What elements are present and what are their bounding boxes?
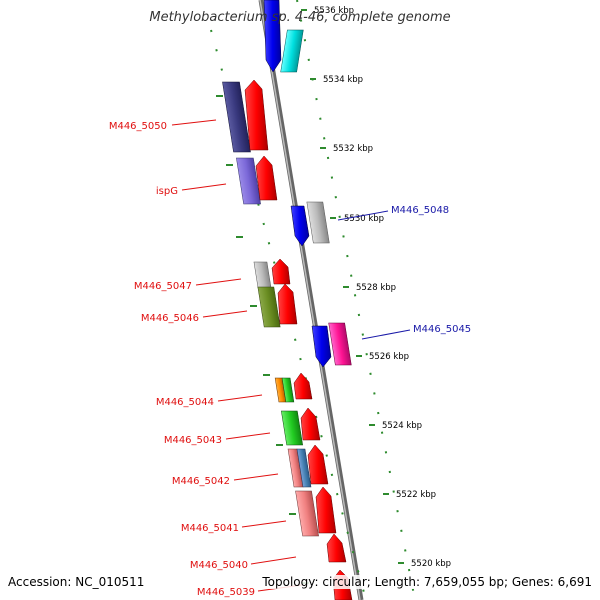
scale-tick-5524: 5524 kbp xyxy=(369,421,422,431)
scale-tick-5532: 5532 kbp xyxy=(320,144,373,154)
gene-m446-5042-arrow[interactable] xyxy=(307,444,329,485)
scale-tick-label: 5532 kbp xyxy=(333,144,373,154)
accession-info: Accession: NC_010511 xyxy=(8,575,145,589)
topology-info: Topology: circular; Length: 7,659,055 bp… xyxy=(262,575,592,589)
scale-tick-label: 5522 kbp xyxy=(396,490,436,500)
scale-line-right xyxy=(296,0,416,600)
gene-m446-5043-green-block[interactable] xyxy=(281,410,303,446)
gene-label-m446-5045[interactable]: M446_5045 xyxy=(413,324,471,335)
leader-line xyxy=(361,329,411,340)
gene-ispg-arrow[interactable] xyxy=(255,155,278,201)
gene-label-m446-5041[interactable]: M446_5041 xyxy=(181,523,239,534)
gene-m446-5050-left-block[interactable] xyxy=(222,81,251,153)
scale-tick-5536: 5536 kbp xyxy=(301,6,354,16)
leader-line xyxy=(241,520,287,528)
gene-ispg-left-block[interactable] xyxy=(236,157,261,205)
gene-m446-5041-pink-block[interactable] xyxy=(295,490,319,537)
gene-label-m446-5043[interactable]: M446_5043 xyxy=(164,435,222,446)
scale-tick-5522: 5522 kbp xyxy=(383,490,436,500)
leader-line xyxy=(217,394,263,402)
scale-tick-label: 5534 kbp xyxy=(323,75,363,85)
leader-line xyxy=(195,278,242,286)
scale-tick-label: 5526 kbp xyxy=(369,352,409,362)
gene-label-m446-5044[interactable]: M446_5044 xyxy=(156,397,214,408)
map-title: Methylobacterium sp. 4-46, complete geno… xyxy=(149,10,451,25)
gene-m446-5046-olive-block[interactable] xyxy=(257,286,281,328)
leader-line xyxy=(181,183,227,191)
genome-backbone xyxy=(258,0,364,600)
gene-label-m446-5039[interactable]: M446_5039 xyxy=(197,587,255,598)
scale-tick-5534: 5534 kbp xyxy=(310,75,363,85)
scale-ticks: 5536 kbp 5534 kbp 5532 kbp 5530 kbp 5528… xyxy=(216,6,451,584)
scale-tick-5530: 5530 kbp xyxy=(330,214,384,224)
leader-line xyxy=(202,310,248,318)
gene-m446-5043-arrow[interactable] xyxy=(300,407,321,441)
scale-tick-label: 5520 kbp xyxy=(411,559,451,569)
scale-tick-5520: 5520 kbp xyxy=(398,559,451,569)
gene-m446-5047-grey-block[interactable] xyxy=(253,261,272,289)
gene-m446-5042-steel-block[interactable] xyxy=(296,448,312,488)
gene-top-blue[interactable] xyxy=(263,0,282,73)
gene-m446-5048-arrow[interactable] xyxy=(290,205,310,247)
scale-tick-5528: 5528 kbp xyxy=(343,283,396,293)
gene-m446-5041-arrow[interactable] xyxy=(315,486,337,534)
leader-line xyxy=(337,210,389,221)
leader-line xyxy=(233,473,279,481)
gene-label-m446-5047[interactable]: M446_5047 xyxy=(134,281,192,292)
scale-tick-label: 5524 kbp xyxy=(382,421,422,431)
scale-tick-5526: 5526 kbp xyxy=(356,352,409,362)
gene-label-m446-5050[interactable]: M446_5050 xyxy=(109,121,167,132)
gene-m446-5045-arrow[interactable] xyxy=(311,325,332,368)
scale-tick-label: 5530 kbp xyxy=(344,214,384,224)
gene-label-m446-5040[interactable]: M446_5040 xyxy=(190,560,248,571)
gene-m446-5046-arrow[interactable] xyxy=(277,283,298,325)
gene-label-m446-5048[interactable]: M446_5048 xyxy=(391,205,449,216)
gene-m446-5047-arrow[interactable] xyxy=(271,258,291,285)
gene-label-m446-5042[interactable]: M446_5042 xyxy=(172,476,230,487)
leader-line xyxy=(171,119,217,126)
gene-top-cyan[interactable] xyxy=(280,29,304,73)
gene-m446-5044-green-block[interactable] xyxy=(281,377,295,403)
gene-m446-5044-arrow[interactable] xyxy=(293,372,313,400)
genome-backbone-highlight xyxy=(259,0,361,600)
gene-m446-5050-arrow[interactable] xyxy=(244,79,269,151)
gene-m446-5040-arrow[interactable] xyxy=(326,533,347,563)
scale-tick-label: 5536 kbp xyxy=(314,6,354,16)
scale-tick-label: 5528 kbp xyxy=(356,283,396,293)
gene-label-m446-5046[interactable]: M446_5046 xyxy=(141,313,199,324)
gene-labels: M446_5050 ispG M446_5047 M446_5046 M446_… xyxy=(109,121,471,598)
leader-line xyxy=(250,556,297,565)
gene-m446-5048-grey-block[interactable] xyxy=(306,201,330,244)
gene-m446-5045-magenta-block[interactable] xyxy=(328,322,352,366)
leader-line xyxy=(225,432,271,440)
gene-label-ispg[interactable]: ispG xyxy=(156,186,178,197)
